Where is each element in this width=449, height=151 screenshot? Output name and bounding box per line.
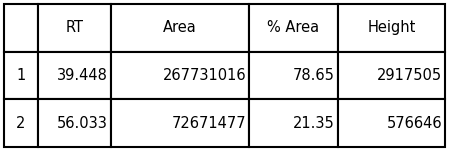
- Bar: [338, 52, 445, 99]
- Text: 72671477: 72671477: [172, 116, 246, 131]
- Bar: [38, 99, 111, 147]
- Bar: [338, 4, 445, 52]
- Text: 267731016: 267731016: [163, 68, 246, 83]
- Bar: [111, 4, 249, 52]
- Text: 2917505: 2917505: [377, 68, 442, 83]
- Bar: [249, 99, 338, 147]
- Bar: [111, 99, 249, 147]
- Text: 1: 1: [16, 68, 26, 83]
- Bar: [111, 52, 249, 99]
- Bar: [249, 52, 338, 99]
- Text: RT: RT: [66, 20, 84, 35]
- Bar: [4, 52, 38, 99]
- Text: 78.65: 78.65: [293, 68, 335, 83]
- Bar: [338, 99, 445, 147]
- Text: 56.033: 56.033: [57, 116, 108, 131]
- Bar: [38, 4, 111, 52]
- Text: % Area: % Area: [267, 20, 320, 35]
- Bar: [38, 52, 111, 99]
- Text: 21.35: 21.35: [293, 116, 335, 131]
- Text: 576646: 576646: [387, 116, 442, 131]
- Bar: [249, 4, 338, 52]
- Bar: [4, 4, 38, 52]
- Bar: [4, 99, 38, 147]
- Text: 39.448: 39.448: [57, 68, 108, 83]
- Text: Height: Height: [367, 20, 416, 35]
- Text: 2: 2: [16, 116, 26, 131]
- Text: Area: Area: [163, 20, 197, 35]
